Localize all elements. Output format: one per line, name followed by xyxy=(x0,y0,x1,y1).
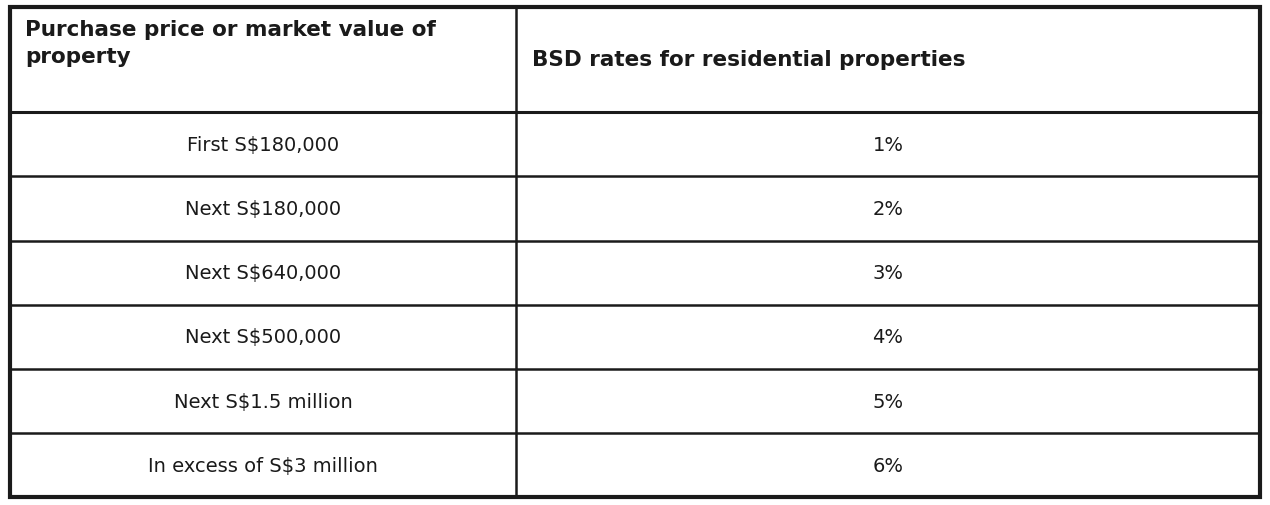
Text: 6%: 6% xyxy=(872,456,903,475)
Text: 5%: 5% xyxy=(872,392,904,411)
Text: 4%: 4% xyxy=(872,328,903,347)
Text: Purchase price or market value of
property: Purchase price or market value of proper… xyxy=(25,20,437,67)
Text: Next S$500,000: Next S$500,000 xyxy=(185,328,342,347)
Text: BSD rates for residential properties: BSD rates for residential properties xyxy=(532,50,965,70)
Text: 3%: 3% xyxy=(872,264,903,283)
Text: Next S$180,000: Next S$180,000 xyxy=(185,199,342,219)
Text: Next S$1.5 million: Next S$1.5 million xyxy=(174,392,353,411)
Text: Next S$640,000: Next S$640,000 xyxy=(185,264,342,283)
Text: 2%: 2% xyxy=(872,199,903,219)
Text: In excess of S$3 million: In excess of S$3 million xyxy=(149,456,378,475)
Text: 1%: 1% xyxy=(872,135,903,155)
Text: First S$180,000: First S$180,000 xyxy=(187,135,339,155)
